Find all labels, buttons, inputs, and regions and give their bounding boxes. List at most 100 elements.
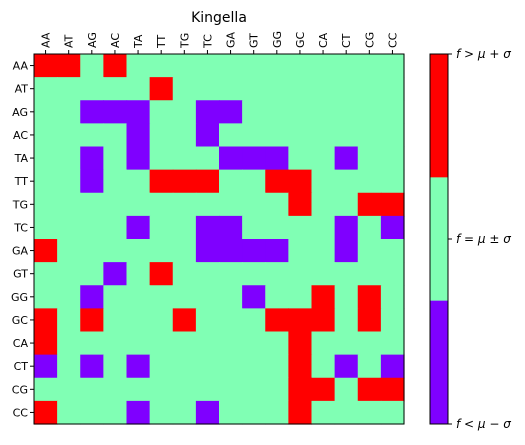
heatmap-cell-GA-CC [380,239,405,263]
heatmap-cell-GC-GT [242,308,266,333]
heatmap-cell-TT-AG [80,169,104,194]
heatmap-cell-AA-CA [311,54,336,78]
heatmap-cell-CC-CT [334,400,359,425]
heatmap-cell-GG-GG [265,285,289,309]
heatmap-cell-TA-CA [311,146,336,171]
heatmap-cell-AA-AC [103,54,128,78]
x-tick-label: AA [40,32,53,48]
heatmap-cell-TT-CA [311,169,336,194]
heatmap-cell-AT-AG [80,77,104,101]
heatmap-cell-GG-GA [219,285,243,309]
heatmap-cell-GT-TA [126,262,151,286]
heatmap-cell-AG-GG [265,100,289,124]
heatmap-cell-TT-TA [126,169,151,194]
heatmap-cell-AA-GC [288,54,313,78]
heatmap-cell-TC-TT [149,215,174,240]
heatmap-cell-AG-CG [357,100,382,124]
heatmap-cell-CC-GG [265,400,289,425]
heatmap-cell-CC-TC [195,400,220,425]
heatmap-cell-CC-CG [357,400,382,425]
x-tick-label: AT [63,34,76,48]
heatmap-cell-TG-CA [311,192,336,217]
colorbar-label-middle: f = μ ± σ [456,232,511,246]
heatmap-cell-AC-TG [172,123,197,148]
heatmap-cell-GA-TA [126,239,151,263]
heatmap-cell-GA-AG [80,239,104,263]
heatmap-cell-GG-AG [80,285,104,309]
y-tick-label: GG [11,291,28,304]
heatmap-cell-CA-CC [380,331,405,356]
heatmap-cell-GT-TC [195,262,220,286]
heatmap-cell-GG-GT [242,285,266,309]
heatmap-cell-GA-TC [195,239,220,263]
x-tick-label: CT [340,33,353,48]
colorbar-segment-above [430,54,448,178]
heatmap-cell-TA-GA [219,146,243,171]
x-tick-label: GA [225,31,238,48]
heatmap-cell-TG-AT [57,192,81,217]
heatmap-cell-GA-TT [149,239,174,263]
heatmap-cell-CC-GC [288,400,313,425]
heatmap-cell-GG-CC [380,285,405,309]
heatmap-cell-CA-GT [242,331,266,356]
heatmap-cell-AT-GT [242,77,266,101]
heatmap-cell-CC-AA [34,400,58,425]
heatmap-cell-CC-CC [380,400,405,425]
heatmap-cell-TC-TC [195,215,220,240]
heatmap-cell-CT-GG [265,354,289,379]
heatmap-cell-CG-AA [34,377,58,402]
heatmap-cell-AA-GA [219,54,243,78]
x-tick-label: GG [271,31,284,48]
heatmap-cell-AC-TA [126,123,151,148]
heatmap-cell-TT-CT [334,169,359,194]
heatmap-cell-CT-TG [172,354,197,379]
x-tick-label: TC [201,34,214,49]
heatmap-cell-TT-GA [219,169,243,194]
heatmap-cell-TA-CC [380,146,405,171]
heatmap-cell-AG-AA [34,100,58,124]
heatmap-cell-AG-CA [311,100,336,124]
heatmap-cell-GT-AA [34,262,58,286]
heatmap-cell-AA-GG [265,54,289,78]
heatmap-cell-AC-TT [149,123,174,148]
heatmap-cell-CT-AC [103,354,128,379]
heatmap-cell-AA-TT [149,54,174,78]
x-tick-label: GT [248,33,261,48]
heatmap-cell-GA-GA [219,239,243,263]
heatmap-cell-GA-AC [103,239,128,263]
heatmap-cell-GG-GC [288,285,313,309]
heatmap-cell-CT-CC [380,354,405,379]
heatmap-cell-GT-CC [380,262,405,286]
heatmap-cell-CC-AT [57,400,81,425]
heatmap-cell-AC-GC [288,123,313,148]
heatmap-cell-GA-GT [242,239,266,263]
heatmap-cell-AG-TC [195,100,220,124]
heatmap-cell-CT-CT [334,354,359,379]
heatmap-cell-TA-TA [126,146,151,171]
heatmap-cell-TG-CG [357,192,382,217]
heatmap-cell-TC-CT [334,215,359,240]
heatmap-cell-AT-GA [219,77,243,101]
heatmap-cell-GT-TG [172,262,197,286]
heatmap-cell-AA-CT [334,54,359,78]
heatmap-cell-TT-TT [149,169,174,194]
heatmap-cell-TC-AC [103,215,128,240]
heatmap-cell-AT-TA [126,77,151,101]
heatmap-cell-AG-TG [172,100,197,124]
heatmap-cell-AC-GG [265,123,289,148]
heatmap-cell-AT-AT [57,77,81,101]
heatmap-cell-AA-GT [242,54,266,78]
heatmap-cell-CG-CA [311,377,336,402]
heatmap-cell-AC-GT [242,123,266,148]
heatmap-cell-GT-CT [334,262,359,286]
heatmap-cell-AG-AT [57,100,81,124]
y-tick-label: CA [13,337,29,350]
heatmap-cell-GC-AC [103,308,128,333]
y-tick-label: AT [15,83,29,96]
heatmap-cell-AA-CG [357,54,382,78]
y-tick-label: GA [12,245,29,258]
heatmap-cell-GT-CG [357,262,382,286]
x-tick-labels: AA AT AG AC TA TT TG TC GA GT GG GC CA CT CG CC [40,31,399,54]
heatmap-cell-CG-GC [288,377,313,402]
